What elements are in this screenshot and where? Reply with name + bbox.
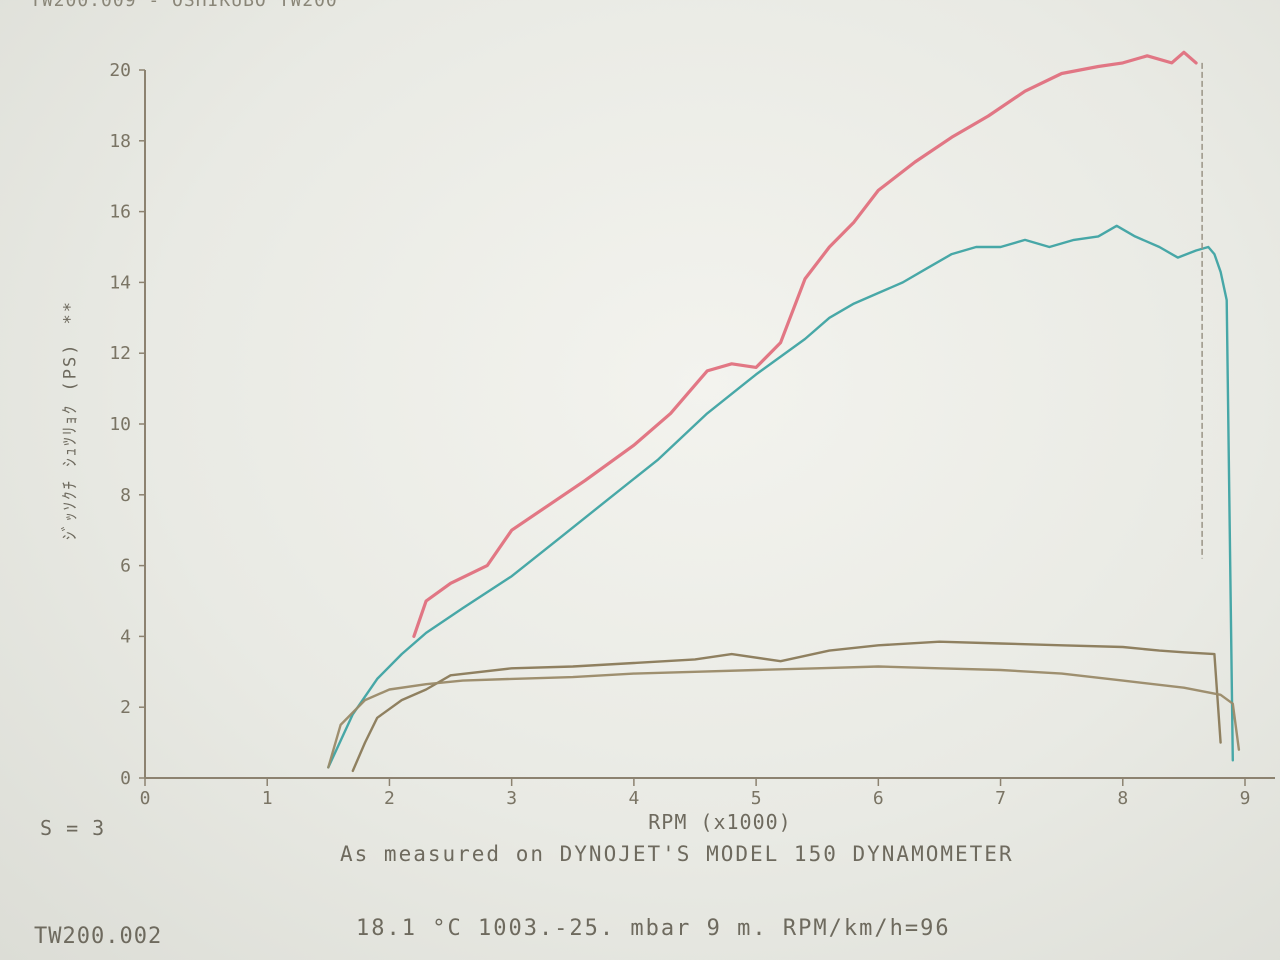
caption: As measured on DYNOJET'S MODEL 150 DYNAM…: [340, 842, 1014, 866]
x-tick-label: 5: [751, 788, 762, 809]
x-tick-label: 0: [140, 788, 151, 809]
series-line-3: [351, 640, 1222, 773]
y-tick-label: 2: [120, 697, 131, 718]
y-tick-label: 12: [109, 343, 131, 364]
y-tick-label: 18: [109, 131, 131, 152]
y-tick-label: 16: [109, 202, 131, 223]
y-axis-label-marks: **: [60, 300, 81, 325]
series-line-2: [327, 224, 1235, 769]
y-axis-label: ｼﾞｯｿｸﾁ ｼｭﾂﾘｮｸ (PS) **: [56, 300, 81, 540]
y-tick-label: 10: [109, 414, 131, 435]
x-tick-label: 8: [1117, 788, 1128, 809]
y-tick-label: 14: [109, 272, 131, 293]
y-tick-label: 4: [120, 626, 131, 647]
smoothing-label: S = 3: [40, 816, 106, 840]
x-tick-label: 7: [995, 788, 1006, 809]
header-title: TW200.009 - OSHIKUBO TW200: [30, 0, 338, 11]
x-axis-label: RPM (x1000): [648, 810, 792, 834]
y-tick-label: 6: [120, 556, 131, 577]
run-id: TW200.002: [34, 924, 163, 949]
series-line-4: [327, 665, 1241, 769]
y-tick-label: 0: [120, 768, 131, 789]
x-tick-label: 9: [1240, 788, 1251, 809]
series-layer: [327, 50, 1241, 773]
y-axis-label-text: ｼﾞｯｿｸﾁ ｼｭﾂﾘｮｸ (PS): [60, 342, 81, 540]
x-tick-label: 2: [384, 788, 395, 809]
x-tick-label: 3: [506, 788, 517, 809]
conditions-readout: 18.1 °C 1003.-25. mbar 9 m. RPM/km/h=96: [356, 916, 951, 941]
y-tick-label: 20: [109, 60, 131, 81]
y-tick-label: 8: [120, 485, 131, 506]
x-tick-label: 6: [873, 788, 884, 809]
x-tick-label: 1: [262, 788, 273, 809]
x-tick-label: 4: [628, 788, 639, 809]
series-line-1: [412, 50, 1198, 639]
